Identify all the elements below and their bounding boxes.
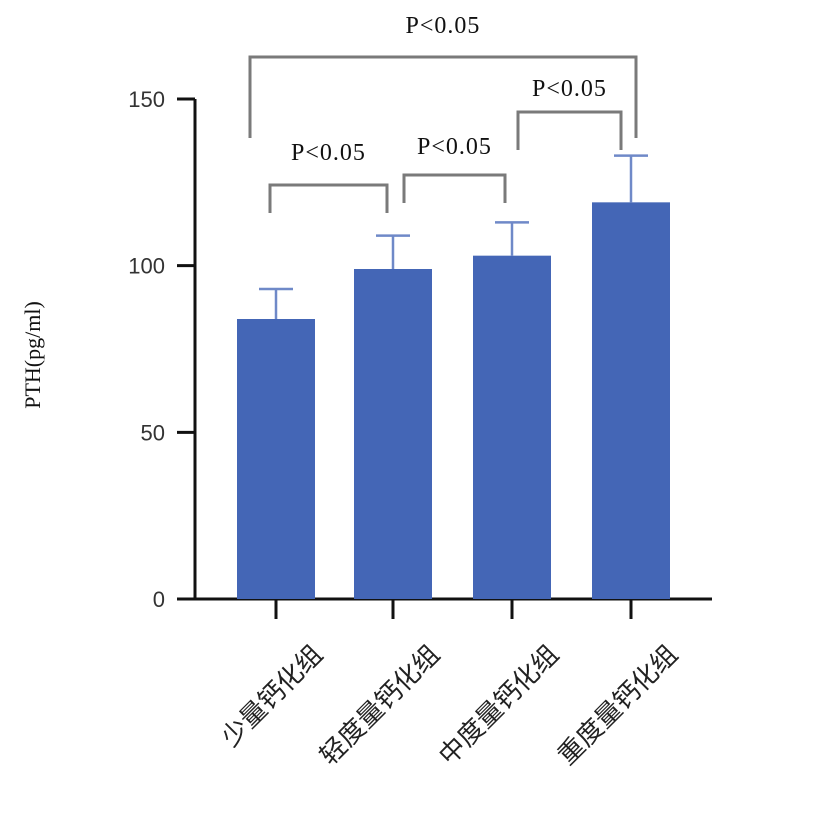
bar [473,255,551,599]
significance-brackets: P<0.05 P<0.05 P<0.05 P<0.05 [248,13,638,213]
error-bars [259,154,648,319]
bar [592,202,670,600]
y-tick-label: 50 [141,420,165,445]
significance-bracket [248,55,638,138]
x-category-label: 少量钙化组 [216,640,329,753]
significance-label: P<0.05 [417,134,492,160]
significance-bracket [402,173,507,203]
bar [354,269,432,599]
significance-bracket [268,183,389,213]
x-category-label: 重度量钙化组 [552,640,684,772]
y-tick-label: 100 [128,254,165,279]
y-tick-label: 0 [153,587,165,612]
significance-label: P<0.05 [406,13,481,39]
y-axis-title: PTH(pg/ml) [20,301,45,409]
significance-label: P<0.05 [291,140,366,166]
bars [237,202,670,600]
x-category-label: 中度量钙化组 [433,640,565,772]
bar [237,319,315,599]
x-category-label: 轻度量钙化组 [314,640,446,772]
significance-label: P<0.05 [532,76,607,102]
significance-bracket [516,110,623,150]
y-tick-label: 150 [128,87,165,112]
